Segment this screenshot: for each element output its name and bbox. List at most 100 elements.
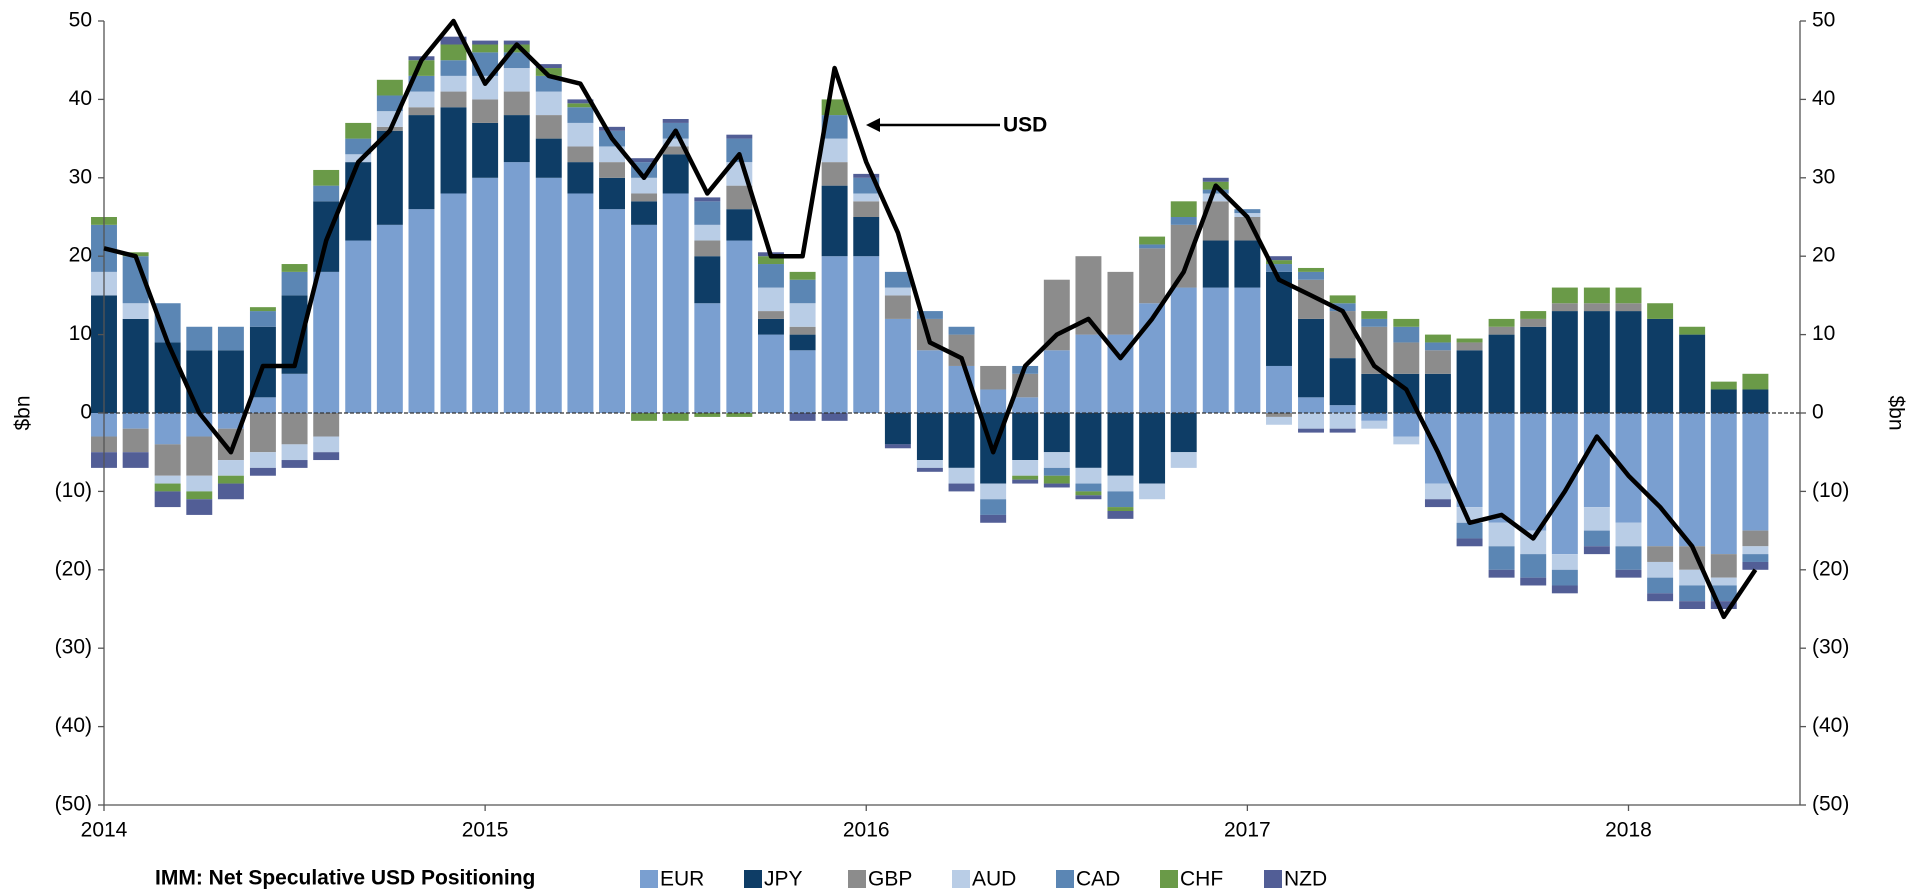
bar-segment: [1615, 546, 1642, 570]
bar-segment: [1679, 326, 1706, 335]
arrow-head: [866, 118, 880, 132]
bar-segment: [122, 452, 149, 468]
bar-segment: [1424, 350, 1451, 374]
bar-segment: [186, 326, 213, 351]
bar-segment: [281, 264, 308, 272]
bar-segment: [1615, 287, 1642, 304]
bar-segment: [503, 44, 530, 53]
bar-segment: [503, 91, 530, 116]
bar-segment: [884, 413, 911, 445]
bar-segment: [916, 350, 943, 413]
bar-segment: [1075, 495, 1102, 500]
bar-segment: [472, 75, 499, 100]
bar-segment: [122, 428, 149, 453]
bar-segment: [1170, 201, 1197, 217]
bar-segment: [1075, 334, 1102, 413]
bar-segment: [757, 334, 784, 413]
bar-segment: [694, 240, 721, 257]
bar-segment: [1710, 577, 1737, 586]
bar-segment: [1012, 460, 1039, 476]
bar-segment: [631, 193, 658, 202]
bar-segment: [154, 444, 181, 476]
y2-tick-label: 30: [1812, 165, 1835, 188]
bar-segment: [217, 350, 244, 413]
bar-segment: [1393, 436, 1420, 445]
bar-segment: [1329, 295, 1356, 304]
bar-segment: [1170, 224, 1197, 288]
bar-segment: [1202, 177, 1229, 182]
y2-tick-label: (20): [1812, 557, 1849, 580]
bar-segment: [1329, 358, 1356, 406]
bar-segment: [1710, 389, 1737, 413]
bar-segment: [1043, 475, 1070, 484]
bar-segment: [1520, 530, 1547, 555]
bar-segment: [1424, 483, 1451, 500]
bar-segment: [662, 154, 689, 194]
bar-segment: [853, 193, 880, 202]
bar-segment: [1456, 342, 1483, 351]
bar-segment: [154, 491, 181, 508]
bar-segment: [1043, 467, 1070, 476]
bar-segment: [1107, 507, 1134, 511]
bar-segment: [1456, 413, 1483, 508]
bar-segment: [631, 224, 658, 413]
annotation: USD: [1003, 114, 1047, 137]
bar-segment: [313, 185, 340, 202]
bar-segment: [1679, 334, 1706, 413]
bar-segment: [1710, 554, 1737, 578]
bar-segment: [1202, 193, 1229, 202]
bar-segment: [1551, 569, 1578, 586]
bar-segment: [1488, 334, 1515, 413]
bar-segment: [821, 138, 848, 163]
bar-segment: [281, 373, 308, 413]
bar-segment: [1107, 475, 1134, 492]
bar-segment: [599, 209, 626, 413]
bar-segment: [408, 107, 435, 116]
bar-segment: [1583, 530, 1610, 547]
bar-segment: [1361, 373, 1388, 413]
bar-segment: [694, 303, 721, 413]
legend-swatch: [848, 870, 866, 888]
bar-segment: [1234, 209, 1261, 214]
bar-segment: [631, 201, 658, 225]
bar-segment: [1139, 248, 1166, 304]
bar-segment: [1520, 311, 1547, 319]
bar-segment: [1012, 413, 1039, 461]
legend-swatch: [744, 870, 762, 888]
bar-segment: [1520, 318, 1547, 327]
bar-segment: [440, 36, 467, 45]
bar-segment: [1742, 373, 1769, 390]
bar-segment: [1424, 334, 1451, 343]
bar-segment: [503, 52, 530, 69]
bar-segment: [1298, 267, 1324, 272]
bar-segment: [345, 240, 372, 413]
bar-segment: [313, 452, 340, 461]
bar-segment: [948, 467, 975, 484]
bar-segment: [503, 115, 530, 163]
y2-tick-label: 10: [1812, 322, 1835, 345]
bar-segment: [535, 64, 562, 69]
y2-tick-label: (40): [1812, 714, 1849, 737]
bar-segment: [631, 413, 658, 421]
legend-swatch: [1160, 870, 1178, 888]
bar-segment: [1488, 318, 1515, 327]
bar-segment: [757, 311, 784, 319]
bar-segment: [948, 413, 975, 468]
bar-segment: [281, 271, 308, 296]
bar-segment: [1742, 413, 1769, 531]
bar-segment: [154, 475, 181, 484]
bar-segment: [1520, 577, 1547, 586]
y-tick-label: 20: [69, 244, 92, 267]
bar-segment: [1075, 483, 1102, 492]
bar-segment: [567, 103, 594, 108]
bar-segment: [726, 185, 753, 210]
bar-segment: [789, 326, 816, 335]
bar-segment: [821, 185, 848, 257]
bar-segment: [1266, 256, 1292, 261]
bar-segment: [567, 162, 594, 194]
bar-segment: [1551, 554, 1578, 570]
bar-segment: [1107, 271, 1134, 335]
legend-title: IMM: Net Speculative USD Positioning: [155, 867, 535, 890]
bar-segment: [154, 413, 181, 445]
